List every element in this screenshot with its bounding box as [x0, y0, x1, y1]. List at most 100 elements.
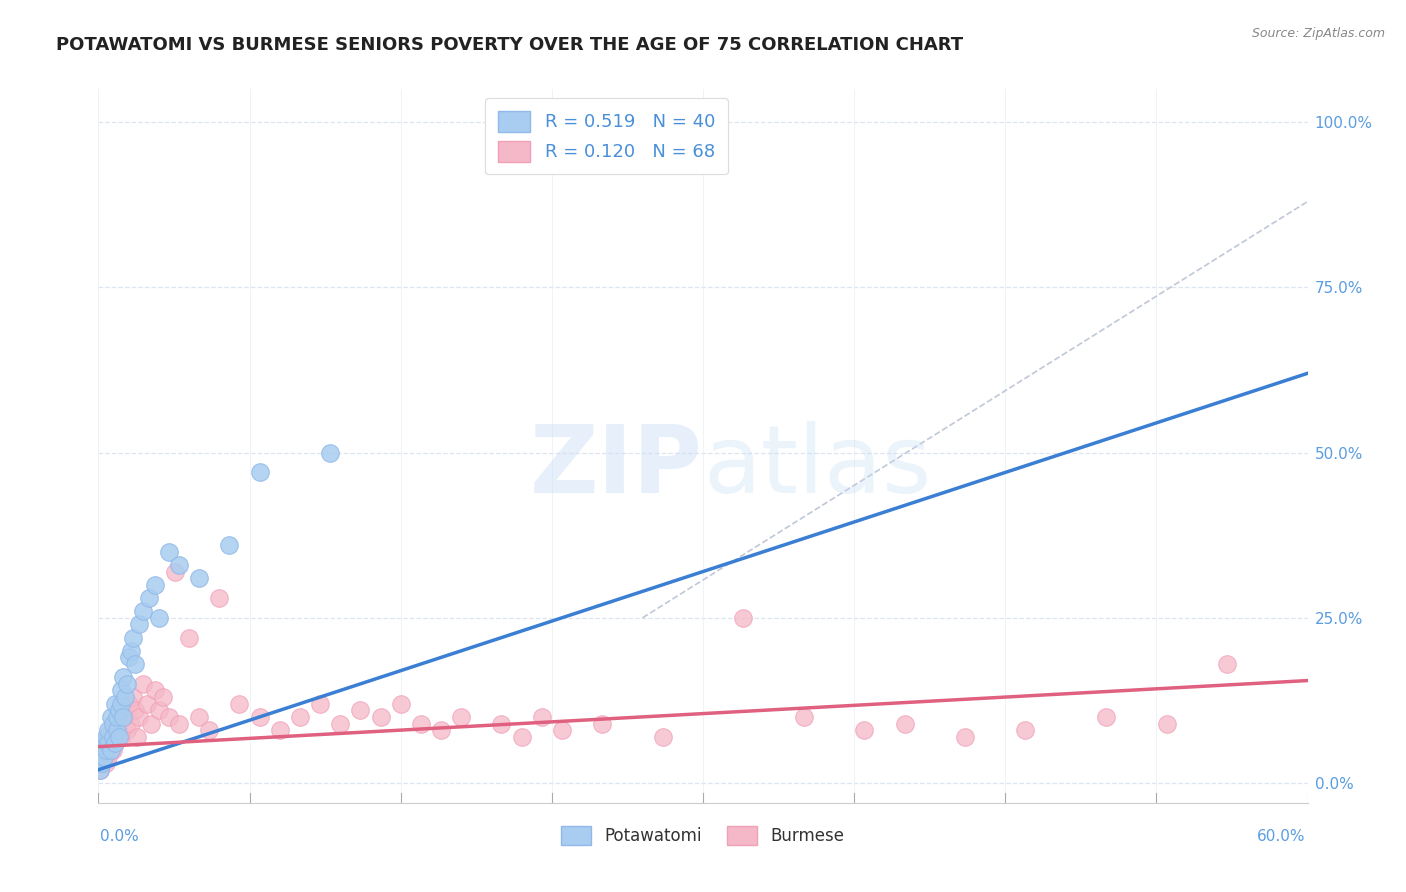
Point	[1216, 657, 1239, 671]
Point	[120, 644, 142, 658]
Point	[91, 743, 114, 757]
Point	[96, 743, 118, 757]
Point	[121, 631, 143, 645]
Point	[128, 710, 150, 724]
Point	[591, 716, 613, 731]
Point	[100, 736, 122, 750]
Point	[249, 466, 271, 480]
Point	[651, 730, 673, 744]
Point	[114, 710, 136, 724]
Point	[1095, 710, 1118, 724]
Point	[111, 703, 134, 717]
Point	[100, 743, 122, 757]
Point	[309, 697, 332, 711]
Point	[105, 723, 128, 738]
Point	[218, 538, 240, 552]
Point	[103, 723, 125, 738]
Point	[118, 697, 141, 711]
Point	[103, 736, 125, 750]
Point	[111, 670, 134, 684]
Point	[91, 756, 114, 771]
Point	[121, 690, 143, 704]
Point	[97, 730, 120, 744]
Point	[148, 611, 170, 625]
Point	[143, 683, 166, 698]
Point	[450, 710, 472, 724]
Point	[157, 545, 180, 559]
Point	[103, 736, 125, 750]
Point	[93, 749, 115, 764]
Point	[107, 730, 129, 744]
Point	[319, 445, 342, 459]
Point	[91, 743, 114, 757]
Text: 0.0%: 0.0%	[100, 830, 139, 844]
Point	[152, 690, 174, 704]
Point	[101, 730, 124, 744]
Text: atlas: atlas	[703, 421, 931, 514]
Point	[100, 723, 122, 738]
Point	[107, 703, 129, 717]
Point	[148, 703, 170, 717]
Point	[510, 730, 533, 744]
Point	[853, 723, 876, 738]
Point	[105, 730, 128, 744]
Text: Source: ZipAtlas.com: Source: ZipAtlas.com	[1251, 27, 1385, 40]
Point	[96, 743, 118, 757]
Point	[91, 756, 114, 771]
Point	[409, 716, 432, 731]
Point	[733, 611, 755, 625]
Legend: Potawatomi, Burmese: Potawatomi, Burmese	[555, 819, 851, 852]
Point	[430, 723, 453, 738]
Point	[198, 723, 221, 738]
Text: POTAWATOMI VS BURMESE SENIORS POVERTY OVER THE AGE OF 75 CORRELATION CHART: POTAWATOMI VS BURMESE SENIORS POVERTY OV…	[56, 36, 963, 54]
Point	[100, 710, 122, 724]
Point	[101, 716, 124, 731]
Point	[97, 736, 120, 750]
Point	[188, 710, 211, 724]
Point	[135, 697, 157, 711]
Point	[793, 710, 815, 724]
Point	[128, 617, 150, 632]
Point	[89, 763, 111, 777]
Point	[370, 710, 392, 724]
Point	[97, 749, 120, 764]
Point	[208, 591, 231, 605]
Point	[138, 591, 160, 605]
Text: 60.0%: 60.0%	[1257, 830, 1306, 844]
Point	[114, 690, 136, 704]
Point	[249, 710, 271, 724]
Point	[101, 743, 124, 757]
Point	[139, 716, 162, 731]
Point	[188, 571, 211, 585]
Point	[228, 697, 250, 711]
Point	[124, 703, 146, 717]
Point	[110, 683, 132, 698]
Point	[93, 736, 115, 750]
Point	[167, 558, 190, 572]
Point	[1014, 723, 1036, 738]
Text: ZIP: ZIP	[530, 421, 703, 514]
Point	[1156, 716, 1178, 731]
Point	[157, 710, 180, 724]
Point	[389, 697, 412, 711]
Point	[115, 723, 138, 738]
Point	[115, 677, 138, 691]
Point	[530, 710, 553, 724]
Point	[111, 710, 134, 724]
Point	[288, 710, 311, 724]
Point	[93, 736, 115, 750]
Point	[105, 710, 128, 724]
Point	[132, 604, 155, 618]
Point	[103, 697, 125, 711]
Point	[125, 730, 148, 744]
Point	[349, 703, 371, 717]
Point	[551, 723, 574, 738]
Point	[97, 723, 120, 738]
Point	[105, 710, 128, 724]
Point	[96, 730, 118, 744]
Point	[89, 763, 111, 777]
Point	[491, 716, 513, 731]
Point	[118, 650, 141, 665]
Point	[110, 730, 132, 744]
Point	[93, 749, 115, 764]
